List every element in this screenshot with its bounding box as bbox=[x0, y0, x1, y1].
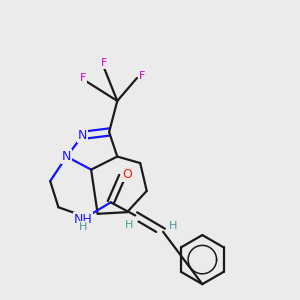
Text: H: H bbox=[125, 220, 134, 230]
Text: O: O bbox=[122, 168, 132, 181]
Text: F: F bbox=[80, 73, 86, 83]
Text: H: H bbox=[169, 221, 177, 231]
Text: F: F bbox=[139, 71, 145, 81]
Text: N: N bbox=[78, 129, 88, 142]
Text: F: F bbox=[101, 58, 107, 68]
Text: H: H bbox=[79, 222, 87, 232]
Text: N: N bbox=[62, 150, 71, 163]
Text: NH: NH bbox=[74, 213, 92, 226]
